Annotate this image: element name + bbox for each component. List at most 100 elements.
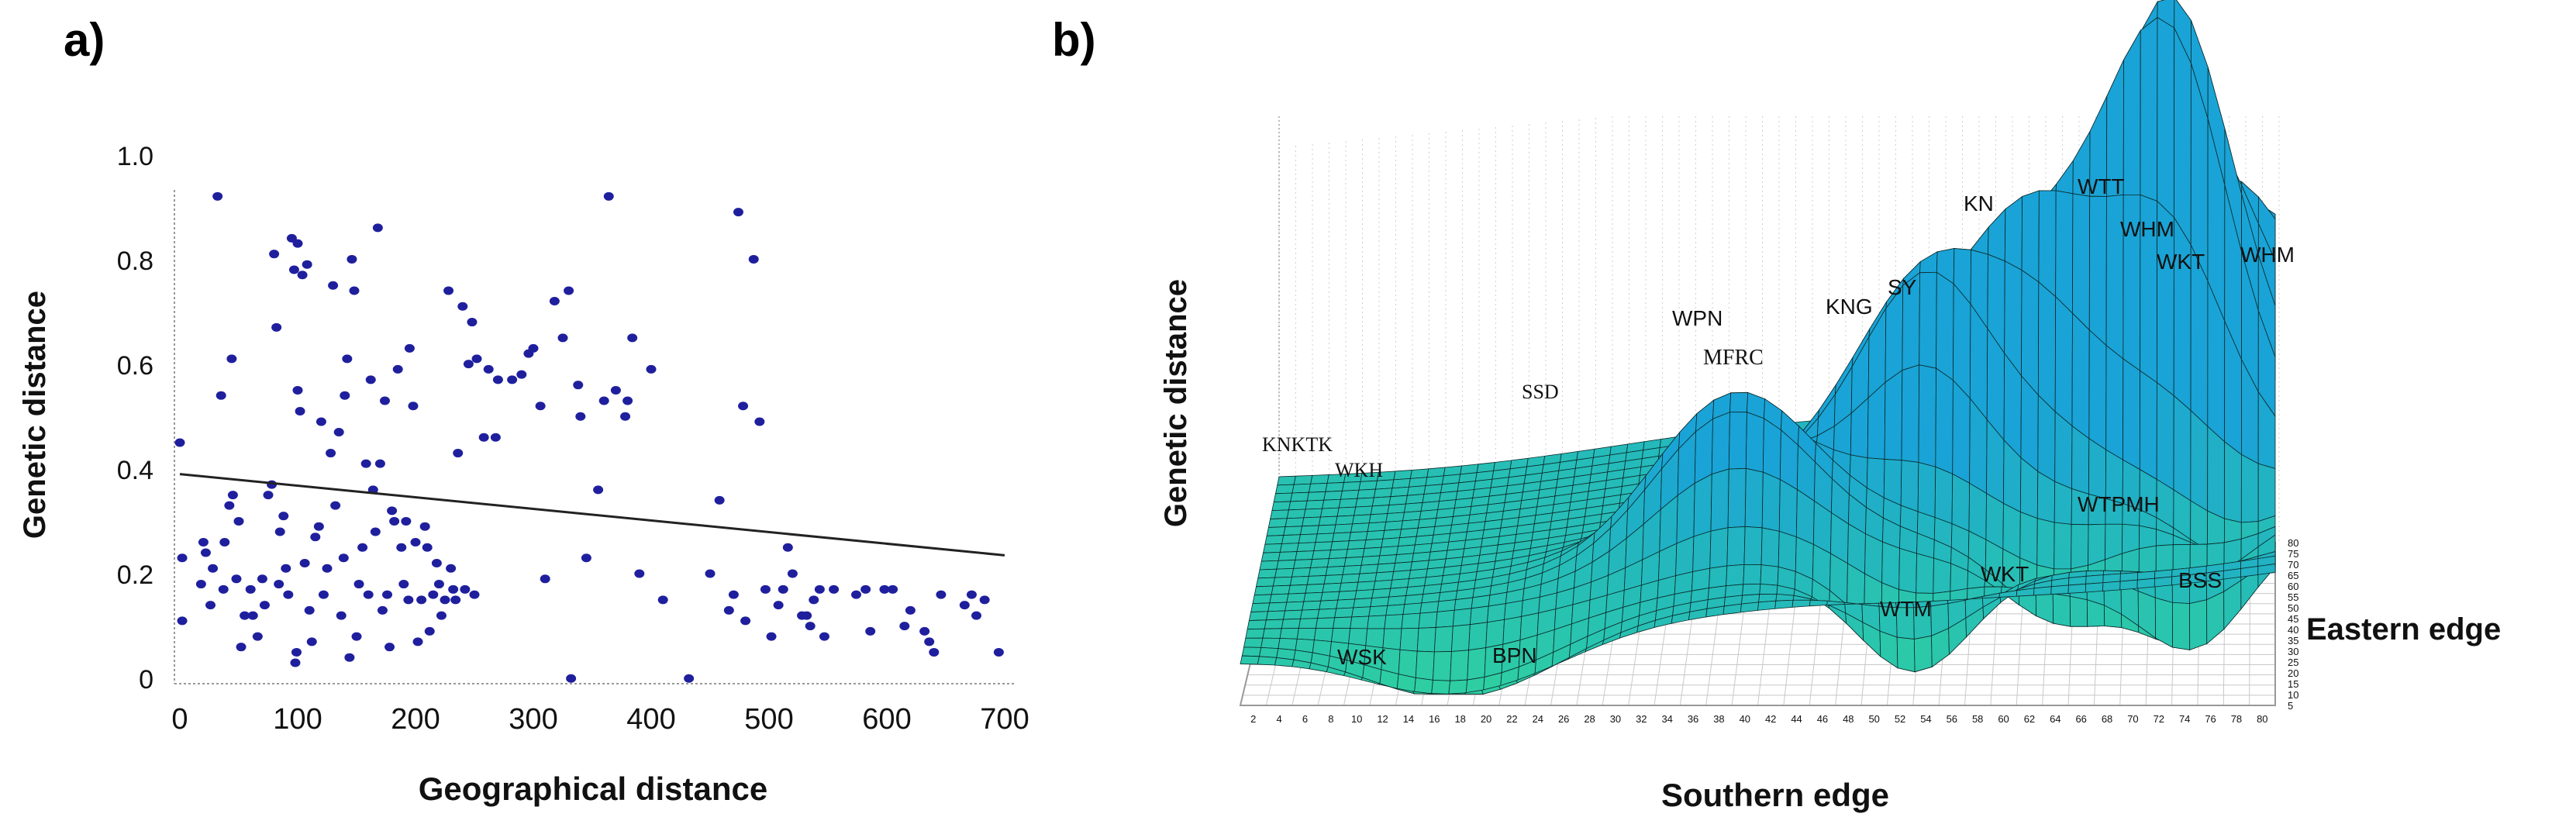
- southern-edge-tick: 14: [1403, 713, 1414, 725]
- scatter-point: [336, 611, 347, 620]
- scatter-point: [440, 595, 450, 605]
- scatter-point: [363, 590, 374, 599]
- surface-cell: [1278, 551, 1298, 561]
- scatter-point: [216, 391, 226, 400]
- surface-cell: [1469, 605, 1489, 626]
- surface-cell: [1373, 579, 1393, 591]
- surface-cell: [1693, 473, 1712, 537]
- scatter-point: [177, 616, 188, 626]
- scatter-point: [233, 516, 244, 526]
- scatter-point: [573, 381, 584, 390]
- surface-cell: [1257, 656, 1278, 666]
- surface-cell: [1276, 560, 1296, 570]
- surface-cell: [2002, 502, 2021, 559]
- scatter-points: [174, 191, 1004, 683]
- scatter-point: [283, 590, 294, 599]
- surface-cell: [1339, 581, 1359, 592]
- surface-cell: [1312, 550, 1332, 560]
- surface-cell: [2067, 583, 2087, 594]
- surface-cell: [1760, 527, 1780, 567]
- southern-edge-tick: 62: [2024, 713, 2035, 725]
- southern-edge-tick: 48: [1843, 713, 1854, 725]
- surface-cell: [2174, 27, 2191, 247]
- surface-cell: [1345, 548, 1365, 558]
- surface-cell: [1451, 624, 1471, 652]
- surface-cell: [1291, 567, 1311, 577]
- eastern-edge-tick: 80: [2288, 537, 2298, 549]
- scatter-point: [226, 354, 237, 364]
- surface-cell: [1988, 208, 2006, 262]
- surface-cell: [2052, 593, 2071, 627]
- scatter-point: [349, 286, 360, 295]
- surface-cell: [1300, 609, 1320, 619]
- surface-cell: [1379, 546, 1399, 557]
- eastern-edge-tick: 30: [2288, 646, 2298, 657]
- scatter-point: [787, 569, 798, 578]
- scatter-point: [357, 543, 368, 552]
- surface-cell: [1382, 529, 1402, 540]
- surface-cell: [1286, 592, 1306, 603]
- surface-cell: [2033, 586, 2052, 596]
- surface-cell: [1433, 651, 1452, 681]
- scatter-point: [263, 491, 274, 500]
- scatter-point: [610, 385, 621, 395]
- surface-cell: [1371, 496, 1391, 507]
- surface-cell: [2173, 395, 2191, 502]
- surface-cell: [1354, 589, 1374, 600]
- scatter-point: [802, 611, 812, 620]
- surface-cell: [1266, 526, 1286, 536]
- surface-cell: [2207, 426, 2226, 519]
- scatter-point: [460, 584, 471, 594]
- surface-cell: [1743, 526, 1763, 565]
- surface-cell: [1332, 532, 1351, 543]
- scatter-point: [919, 626, 930, 636]
- surface-cell: [1245, 628, 1265, 639]
- surface-cell: [2072, 193, 2091, 331]
- surface-cell: [1709, 565, 1728, 589]
- scatter-point: [657, 595, 668, 605]
- southern-edge-tick: 44: [1791, 713, 1802, 725]
- scatter-point: [422, 543, 433, 552]
- surface-cell: [1270, 509, 1289, 519]
- surface-cell: [1289, 575, 1309, 586]
- scatter-point: [782, 543, 793, 552]
- scatter-point: [829, 584, 840, 594]
- surface-cell: [2036, 518, 2055, 570]
- surface-cell: [1387, 503, 1406, 514]
- surface-cell: [1674, 571, 1694, 595]
- scatter-point: [966, 590, 977, 599]
- surface-cell: [1328, 549, 1348, 560]
- surface-cell: [1726, 526, 1746, 567]
- surface-cell: [2224, 441, 2242, 523]
- eastern-edge-tick: 10: [2288, 689, 2298, 701]
- scatter-point: [443, 286, 454, 295]
- surface-cell: [1390, 486, 1409, 498]
- scatter-point: [457, 302, 468, 311]
- southern-edge-tick: 72: [2154, 713, 2164, 725]
- scatter-point: [344, 653, 355, 662]
- surface-cell: [1760, 564, 1779, 586]
- scatter-point: [252, 632, 263, 641]
- surface-cell: [2240, 453, 2259, 523]
- surface-cell: [2102, 581, 2121, 591]
- surface-cell: [1919, 251, 1938, 274]
- scatter-point: [247, 611, 258, 620]
- surface-cell: [1298, 533, 1318, 544]
- scatter-point: [620, 412, 631, 421]
- scatter-point: [860, 584, 871, 594]
- southern-edge-tick: 18: [1454, 713, 1465, 725]
- surface-cell: [1310, 558, 1329, 568]
- scatter-point: [684, 674, 695, 683]
- surface-cell: [1313, 541, 1333, 552]
- peak-label-knktk: KNKTK: [1262, 433, 1333, 456]
- peak-label-sy: SY: [1888, 275, 1917, 299]
- southern-edge-tick: 24: [1533, 713, 1543, 725]
- scatter-point: [401, 516, 412, 526]
- scatter-point: [905, 605, 916, 615]
- southern-edge-tick: 22: [1506, 713, 1517, 725]
- surface-cell: [1968, 482, 1987, 540]
- scatter-point: [177, 553, 188, 563]
- scatter-point: [575, 412, 586, 421]
- surface-cell: [1269, 593, 1289, 604]
- surface-cell: [1388, 495, 1408, 506]
